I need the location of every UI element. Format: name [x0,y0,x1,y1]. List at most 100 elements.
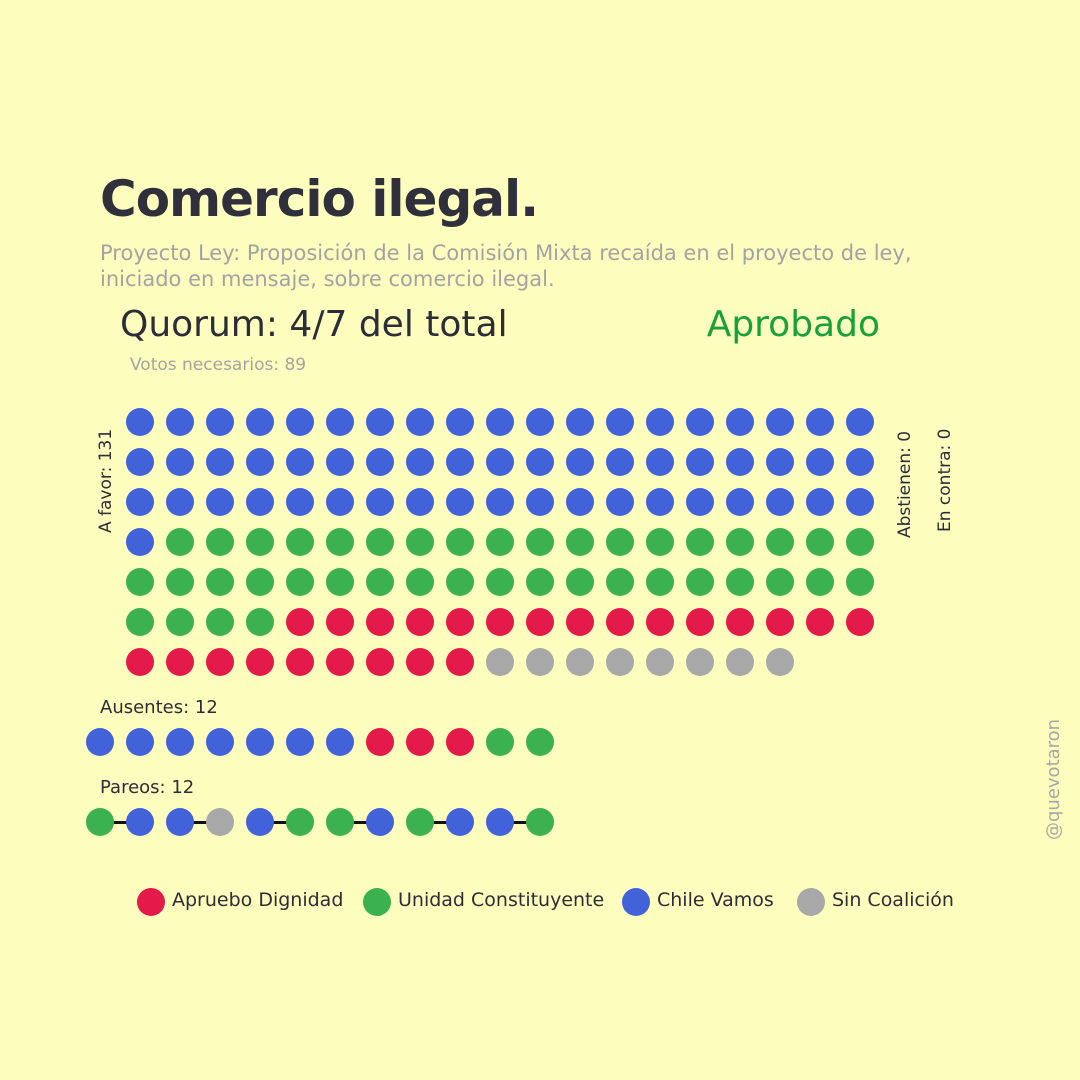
ausente-dot-chile-vamos [166,728,194,756]
vote-dot-unidad-constituyente [766,528,794,556]
vote-dot-chile-vamos [806,448,834,476]
vote-dot-chile-vamos [686,408,714,436]
vote-dot-unidad-constituyente [246,528,274,556]
vote-dot-unidad-constituyente [126,568,154,596]
vote-dot-unidad-constituyente [806,528,834,556]
vote-dot-chile-vamos [246,408,274,436]
vote-dot-apruebo-dignidad [206,648,234,676]
vote-dot-chile-vamos [766,448,794,476]
vote-dot-apruebo-dignidad [326,648,354,676]
pareo-dot-chile-vamos [446,808,474,836]
vote-dot-chile-vamos [366,408,394,436]
vote-dot-unidad-constituyente [166,528,194,556]
pareo-link [180,821,220,824]
pareo-dot-unidad-constituyente [286,808,314,836]
vote-dot-unidad-constituyente [326,568,354,596]
vote-dot-apruebo-dignidad [766,608,794,636]
vote-dot-chile-vamos [166,488,194,516]
vote-dot-unidad-constituyente [846,568,874,596]
vote-dot-unidad-constituyente [686,528,714,556]
vote-dot-unidad-constituyente [566,568,594,596]
vote-dot-chile-vamos [646,488,674,516]
vote-dot-chile-vamos [366,488,394,516]
vote-dot-chile-vamos [406,448,434,476]
en-contra-label: En contra: 0 [935,428,955,532]
page-title: Comercio ilegal. [100,170,539,228]
pareo-dot-sin-coalicion [206,808,234,836]
vote-dot-chile-vamos [606,408,634,436]
vote-dot-unidad-constituyente [806,568,834,596]
legend-label: Chile Vamos [657,889,774,911]
vote-dot-chile-vamos [446,448,474,476]
vote-dot-chile-vamos [726,488,754,516]
vote-dot-unidad-constituyente [286,528,314,556]
ausentes-label: Ausentes: 12 [100,697,218,718]
vote-dot-chile-vamos [206,488,234,516]
vote-dot-unidad-constituyente [726,568,754,596]
vote-dot-chile-vamos [766,408,794,436]
vote-dot-apruebo-dignidad [406,608,434,636]
ausente-dot-chile-vamos [246,728,274,756]
vote-dot-unidad-constituyente [606,568,634,596]
vote-dot-chile-vamos [806,408,834,436]
vote-dot-unidad-constituyente [566,528,594,556]
vote-dot-unidad-constituyente [286,568,314,596]
vote-dot-chile-vamos [486,448,514,476]
vote-dot-chile-vamos [406,408,434,436]
vote-dot-apruebo-dignidad [486,608,514,636]
vote-dot-chile-vamos [526,448,554,476]
vote-dot-chile-vamos [206,408,234,436]
vote-dot-apruebo-dignidad [326,608,354,636]
pareo-dot-chile-vamos [366,808,394,836]
abstienen-label: Abstienen: 0 [895,430,915,538]
ausente-dot-chile-vamos [326,728,354,756]
pareos-label: Pareos: 12 [100,777,195,798]
vote-dot-unidad-constituyente [686,568,714,596]
vote-dot-chile-vamos [446,408,474,436]
ausente-dot-chile-vamos [86,728,114,756]
a-favor-label: A favor: 131 [96,428,116,533]
pareo-link [340,821,380,824]
vote-dot-sin-coalicion [646,648,674,676]
vote-dot-apruebo-dignidad [286,608,314,636]
vote-dot-chile-vamos [806,488,834,516]
vote-dot-chile-vamos [686,488,714,516]
vote-dot-sin-coalicion [606,648,634,676]
vote-dot-chile-vamos [126,528,154,556]
vote-dot-chile-vamos [686,448,714,476]
vote-dot-unidad-constituyente [526,568,554,596]
vote-dot-unidad-constituyente [726,528,754,556]
pareo-dot-unidad-constituyente [406,808,434,836]
needed-votes: Votos necesarios: 89 [130,355,307,375]
vote-dot-unidad-constituyente [406,568,434,596]
vote-dot-unidad-constituyente [486,528,514,556]
vote-dot-sin-coalicion [526,648,554,676]
vote-dot-apruebo-dignidad [846,608,874,636]
vote-dot-apruebo-dignidad [286,648,314,676]
vote-dot-unidad-constituyente [366,528,394,556]
vote-dot-unidad-constituyente [646,528,674,556]
vote-dot-unidad-constituyente [366,568,394,596]
vote-dot-apruebo-dignidad [606,608,634,636]
vote-dot-apruebo-dignidad [726,608,754,636]
vote-dot-apruebo-dignidad [126,648,154,676]
vote-dot-chile-vamos [566,488,594,516]
vote-dot-apruebo-dignidad [566,608,594,636]
vote-dot-chile-vamos [406,488,434,516]
vote-dot-chile-vamos [646,408,674,436]
legend-swatch [137,888,165,916]
vote-dot-apruebo-dignidad [366,648,394,676]
vote-dot-apruebo-dignidad [806,608,834,636]
vote-dot-chile-vamos [846,448,874,476]
ausente-dot-chile-vamos [286,728,314,756]
ausente-dot-unidad-constituyente [526,728,554,756]
vote-dot-unidad-constituyente [526,528,554,556]
vote-dot-unidad-constituyente [646,568,674,596]
vote-dot-sin-coalicion [486,648,514,676]
vote-dot-unidad-constituyente [246,568,274,596]
vote-dot-apruebo-dignidad [526,608,554,636]
vote-dot-chile-vamos [846,408,874,436]
vote-dot-apruebo-dignidad [406,648,434,676]
vote-dot-chile-vamos [286,408,314,436]
legend-swatch [363,888,391,916]
